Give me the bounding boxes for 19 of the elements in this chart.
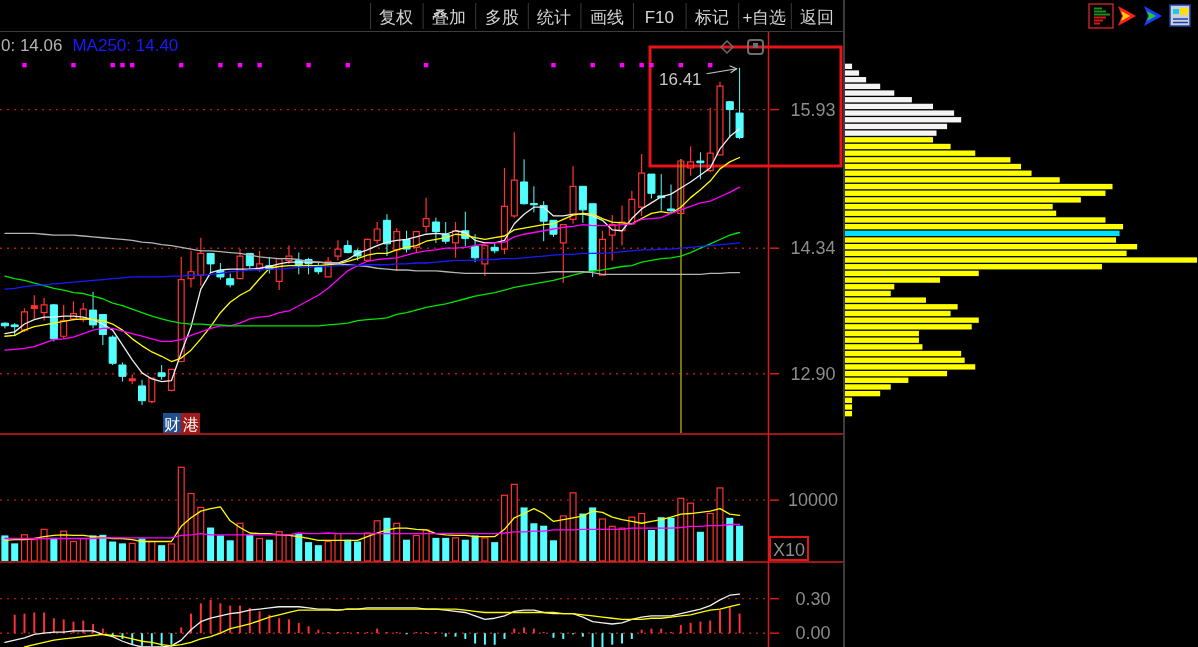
annotation: 财: [164, 415, 180, 433]
annotation: 16.41: [659, 69, 702, 89]
annotation: X10: [773, 539, 805, 560]
button-label: 返回: [800, 8, 835, 27]
legend-item: 0: 14.06: [1, 36, 63, 55]
button-label: 画线: [589, 8, 624, 27]
tick-label: 10000: [787, 490, 839, 511]
tick-label: 12.90: [790, 363, 836, 384]
button-label: 复权: [379, 8, 414, 27]
button-label: 统计: [537, 8, 572, 27]
button-label: 叠加: [431, 8, 466, 27]
legend-item: MA250: 14.40: [72, 36, 179, 55]
button-label: +自选: [742, 8, 787, 27]
tick-label: 14.34: [790, 238, 836, 259]
button-label: 多股: [484, 8, 519, 27]
tick-label: 15.93: [790, 99, 836, 120]
button-label: F10: [644, 8, 674, 27]
annotation: 港: [182, 415, 199, 433]
button-label: 标记: [694, 8, 729, 27]
